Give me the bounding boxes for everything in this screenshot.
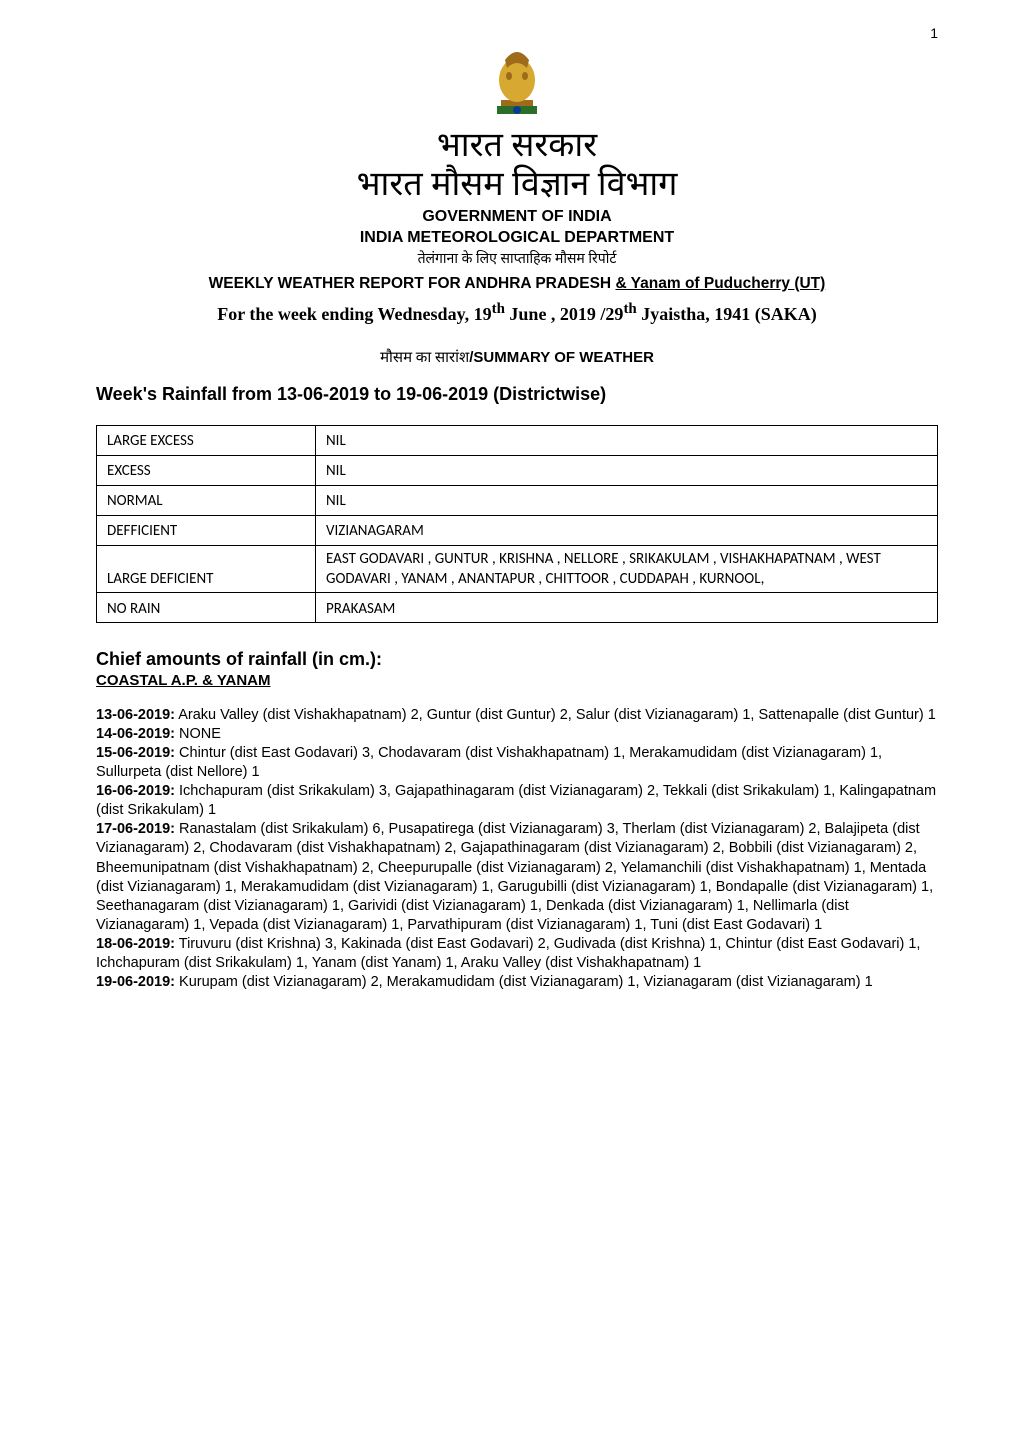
entry-date: 19-06-2019: (96, 974, 175, 990)
rainfall-entries: 13-06-2019: Araku Valley (dist Vishakhap… (96, 706, 938, 993)
table-row: DEFFICIENTVIZIANAGARAM (97, 515, 938, 545)
entry-date: 18-06-2019: (96, 936, 175, 952)
table-value-cell: VIZIANAGARAM (316, 515, 938, 545)
page-number: 1 (930, 24, 938, 43)
summary-en: /SUMMARY OF WEATHER (469, 349, 654, 366)
table-label-cell: EXCESS (97, 455, 316, 485)
table-label-cell: DEFFICIENT (97, 515, 316, 545)
table-label-cell: LARGE EXCESS (97, 425, 316, 455)
entry-text: Kurupam (dist Vizianagaram) 2, Merakamud… (175, 974, 873, 990)
table-value-cell: EAST GODAVARI , GUNTUR , KRISHNA , NELLO… (316, 545, 938, 593)
government-line: GOVERNMENT OF INDIA (96, 206, 938, 228)
entry-text: Ichchapuram (dist Srikakulam) 3, Gajapat… (96, 783, 936, 818)
entry-date: 16-06-2019: (96, 783, 175, 799)
entry-text: Chintur (dist East Godavari) 3, Chodavar… (96, 745, 882, 780)
table-label-cell: NORMAL (97, 485, 316, 515)
entry-date: 15-06-2019: (96, 745, 175, 761)
table-value-cell: NIL (316, 485, 938, 515)
page: 1 भारत सरकार भारत मौसम विज्ञान विभाग GOV… (0, 0, 1020, 1442)
summary-hindi: मौसम का सारांश (380, 350, 469, 366)
weekly-underlined: & Yanam of Puducherry (UT) (615, 275, 825, 292)
for-week-c: Jyaistha, 1941 (SAKA) (637, 304, 817, 324)
for-week-line: For the week ending Wednesday, 19th June… (96, 299, 938, 326)
entry-text: Tiruvuru (dist Krishna) 3, Kakinada (dis… (96, 936, 920, 971)
table-value-cell: NIL (316, 455, 938, 485)
chief-amounts-title: Chief amounts of rainfall (in cm.): (96, 647, 938, 671)
weeks-rainfall-heading: Week's Rainfall from 13-06-2019 to 19-06… (96, 382, 938, 406)
for-week-th1: th (492, 301, 505, 317)
table-row: NORMALNIL (97, 485, 938, 515)
table-row: LARGE DEFICIENTEAST GODAVARI , GUNTUR , … (97, 545, 938, 593)
for-week-th2: th (623, 301, 636, 317)
hindi-department-title: भारत मौसम विज्ञान विभाग (96, 166, 938, 203)
table-row: LARGE EXCESSNIL (97, 425, 938, 455)
entry-text: Araku Valley (dist Vishakhapatnam) 2, Gu… (175, 707, 936, 723)
national-emblem-icon (487, 40, 547, 123)
entry-text: Ranastalam (dist Srikakulam) 6, Pusapati… (96, 821, 933, 933)
entry-date: 14-06-2019: (96, 726, 175, 742)
hindi-subtitle: तेलंगाना के लिए साप्ताहिक मौसम रिपोर्ट (96, 251, 938, 270)
rainfall-table-body: LARGE EXCESSNILEXCESSNILNORMALNILDEFFICI… (97, 425, 938, 623)
entry-text: NONE (175, 726, 221, 742)
for-week-a: For the week ending Wednesday, 19 (217, 304, 491, 324)
table-label-cell: NO RAIN (97, 593, 316, 623)
weekly-report-title: WEEKLY WEATHER REPORT FOR ANDHRA PRADESH… (96, 274, 938, 295)
document-header: भारत सरकार भारत मौसम विज्ञान विभाग GOVER… (96, 40, 938, 326)
table-label-cell: LARGE DEFICIENT (97, 545, 316, 593)
hindi-government-title: भारत सरकार (96, 127, 938, 164)
weekly-prefix: WEEKLY WEATHER REPORT FOR ANDHRA PRADESH (209, 275, 616, 292)
summary-of-weather-heading: मौसम का सारांश/SUMMARY OF WEATHER (96, 348, 938, 368)
entry-date: 17-06-2019: (96, 821, 175, 837)
rainfall-table: LARGE EXCESSNILEXCESSNILNORMALNILDEFFICI… (96, 425, 938, 624)
table-row: EXCESSNIL (97, 455, 938, 485)
department-line: INDIA METEOROLOGICAL DEPARTMENT (96, 227, 938, 249)
entry-date: 13-06-2019: (96, 707, 175, 723)
for-week-b: June , 2019 /29 (505, 304, 624, 324)
coastal-ap-yanam-subheading: COASTAL A.P. & YANAM (96, 671, 938, 691)
table-value-cell: PRAKASAM (316, 593, 938, 623)
table-row: NO RAINPRAKASAM (97, 593, 938, 623)
table-value-cell: NIL (316, 425, 938, 455)
